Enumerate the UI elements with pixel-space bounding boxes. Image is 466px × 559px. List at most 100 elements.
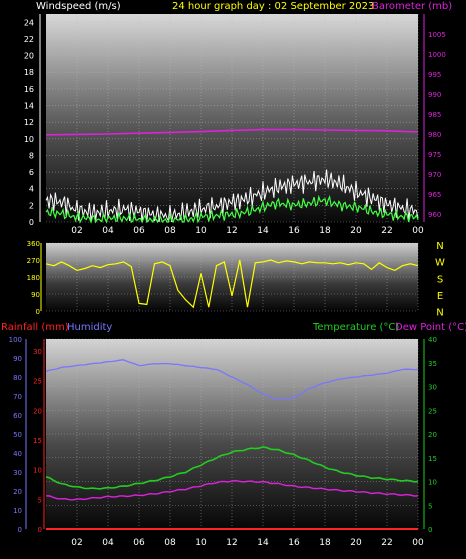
humidity-tick-label: 40 xyxy=(13,450,22,458)
windspeed-tick-label: 12 xyxy=(24,118,34,127)
barometer-tick-label: 995 xyxy=(428,71,441,79)
temperature-tick-label: 5 xyxy=(428,502,432,510)
barometer-axis-label: Barometer (mb) xyxy=(372,1,452,12)
x-tick-label: 16 xyxy=(288,538,300,548)
x-tick-label: 04 xyxy=(102,538,114,548)
windspeed-tick-label: 16 xyxy=(24,85,34,94)
windspeed-tick-label: 22 xyxy=(24,35,34,44)
windspeed-tick-label: 18 xyxy=(24,68,34,77)
humidity-tick-label: 50 xyxy=(13,431,22,439)
x-tick-label: 16 xyxy=(288,226,300,236)
x-tick-label: 00 xyxy=(412,226,424,236)
barometer-tick-label: 970 xyxy=(428,171,441,179)
barometer-tick-label: 965 xyxy=(428,191,441,199)
temperature-tick-label: 25 xyxy=(428,407,437,415)
rainfall-tick-label: 20 xyxy=(33,407,42,415)
x-tick-label: 18 xyxy=(319,538,331,548)
x-tick-label: 22 xyxy=(381,226,392,236)
wind-speed-line xyxy=(45,194,419,224)
compass-label: E xyxy=(437,291,443,302)
windspeed-tick-label: 14 xyxy=(24,102,34,111)
barometer-tick-label: 1005 xyxy=(428,31,446,39)
dewpoint-line xyxy=(45,479,419,501)
wind-direction-line xyxy=(45,259,419,309)
barometer-tick-label: 985 xyxy=(428,111,441,119)
humidity-tick-label: 80 xyxy=(13,374,22,382)
humidity-tick-label: 30 xyxy=(13,469,22,477)
compass-label: N xyxy=(436,241,443,252)
compass-label: W xyxy=(435,258,445,269)
humidity-axis-label: Humidity xyxy=(67,322,112,333)
x-tick-label: 20 xyxy=(350,226,362,236)
rainfall-tick-label: 15 xyxy=(33,437,42,445)
rainfall-axis-label: Rainfall (mm) xyxy=(1,322,69,333)
barometer-tick-label: 975 xyxy=(428,151,441,159)
x-tick-label: 12 xyxy=(226,226,237,236)
direction-tick-label: 90 xyxy=(31,291,40,299)
windspeed-tick-label: 24 xyxy=(24,18,34,27)
wind-panel-background xyxy=(46,14,418,222)
x-tick-label: 20 xyxy=(350,538,362,548)
compass-label: S xyxy=(437,274,443,285)
rainfall-tick-label: 25 xyxy=(33,378,42,386)
dewpoint-axis-label: Dew Point (°C) xyxy=(395,322,466,333)
temperature-tick-label: 15 xyxy=(428,455,437,463)
humidity-tick-label: 60 xyxy=(13,412,22,420)
rainfall-tick-label: 10 xyxy=(33,467,42,475)
x-tick-label: 00 xyxy=(412,538,424,548)
windspeed-tick-label: 6 xyxy=(29,168,34,177)
direction-tick-label: 360 xyxy=(27,240,40,248)
windspeed-tick-label: 4 xyxy=(29,185,34,194)
humidity-tick-label: 0 xyxy=(18,526,22,534)
x-tick-label: 14 xyxy=(257,226,269,236)
windspeed-tick-label: 8 xyxy=(29,151,34,160)
windspeed-tick-label: 10 xyxy=(24,135,34,144)
x-tick-label: 14 xyxy=(257,538,269,548)
windspeed-axis-label: Windspeed (m/s) xyxy=(36,1,121,12)
rainfall-tick-label: 5 xyxy=(38,496,42,504)
direction-tick-label: 180 xyxy=(27,274,40,282)
x-tick-label: 08 xyxy=(164,226,176,236)
direction-tick-label: 0 xyxy=(36,308,40,316)
barometer-tick-label: 990 xyxy=(428,91,441,99)
humidity-line xyxy=(45,359,419,401)
barometer-line xyxy=(45,128,419,136)
barometer-tick-label: 1000 xyxy=(428,51,446,59)
temperature-tick-label: 20 xyxy=(428,431,437,439)
barometer-tick-label: 980 xyxy=(428,131,441,139)
barometer-tick-label: 960 xyxy=(428,211,441,219)
x-tick-label: 02 xyxy=(71,226,82,236)
chart-title: 24 hour graph day : 02 September 2023 xyxy=(172,1,374,12)
x-tick-label: 18 xyxy=(319,226,331,236)
x-tick-label: 10 xyxy=(195,538,207,548)
x-tick-label: 22 xyxy=(381,538,392,548)
rainfall-tick-label: 0 xyxy=(38,526,42,534)
temperature-tick-label: 30 xyxy=(428,384,437,392)
x-tick-label: 02 xyxy=(71,538,82,548)
humidity-tick-label: 100 xyxy=(9,336,22,344)
temperature-tick-label: 0 xyxy=(428,526,432,534)
temperature-line xyxy=(45,445,419,490)
humidity-tick-label: 90 xyxy=(13,355,22,363)
windspeed-tick-label: 0 xyxy=(29,218,34,227)
windspeed-tick-label: 2 xyxy=(29,201,34,210)
humidity-tick-label: 70 xyxy=(13,393,22,401)
direction-tick-label: 270 xyxy=(27,257,40,265)
x-tick-label: 06 xyxy=(133,226,145,236)
temperature-tick-label: 40 xyxy=(428,336,437,344)
compass-label: N xyxy=(436,308,443,319)
humidity-tick-label: 20 xyxy=(13,488,22,496)
temperature-tick-label: 10 xyxy=(428,479,437,487)
x-tick-label: 10 xyxy=(195,226,207,236)
temperature-tick-label: 35 xyxy=(428,360,437,368)
x-tick-label: 12 xyxy=(226,538,237,548)
temperature-axis-label: Temperature (°C) xyxy=(312,322,399,333)
humidity-tick-label: 10 xyxy=(13,507,22,515)
x-tick-label: 04 xyxy=(102,226,114,236)
x-tick-label: 08 xyxy=(164,538,176,548)
windspeed-tick-label: 20 xyxy=(24,52,34,61)
rainfall-tick-label: 30 xyxy=(33,348,42,356)
x-tick-label: 06 xyxy=(133,538,145,548)
